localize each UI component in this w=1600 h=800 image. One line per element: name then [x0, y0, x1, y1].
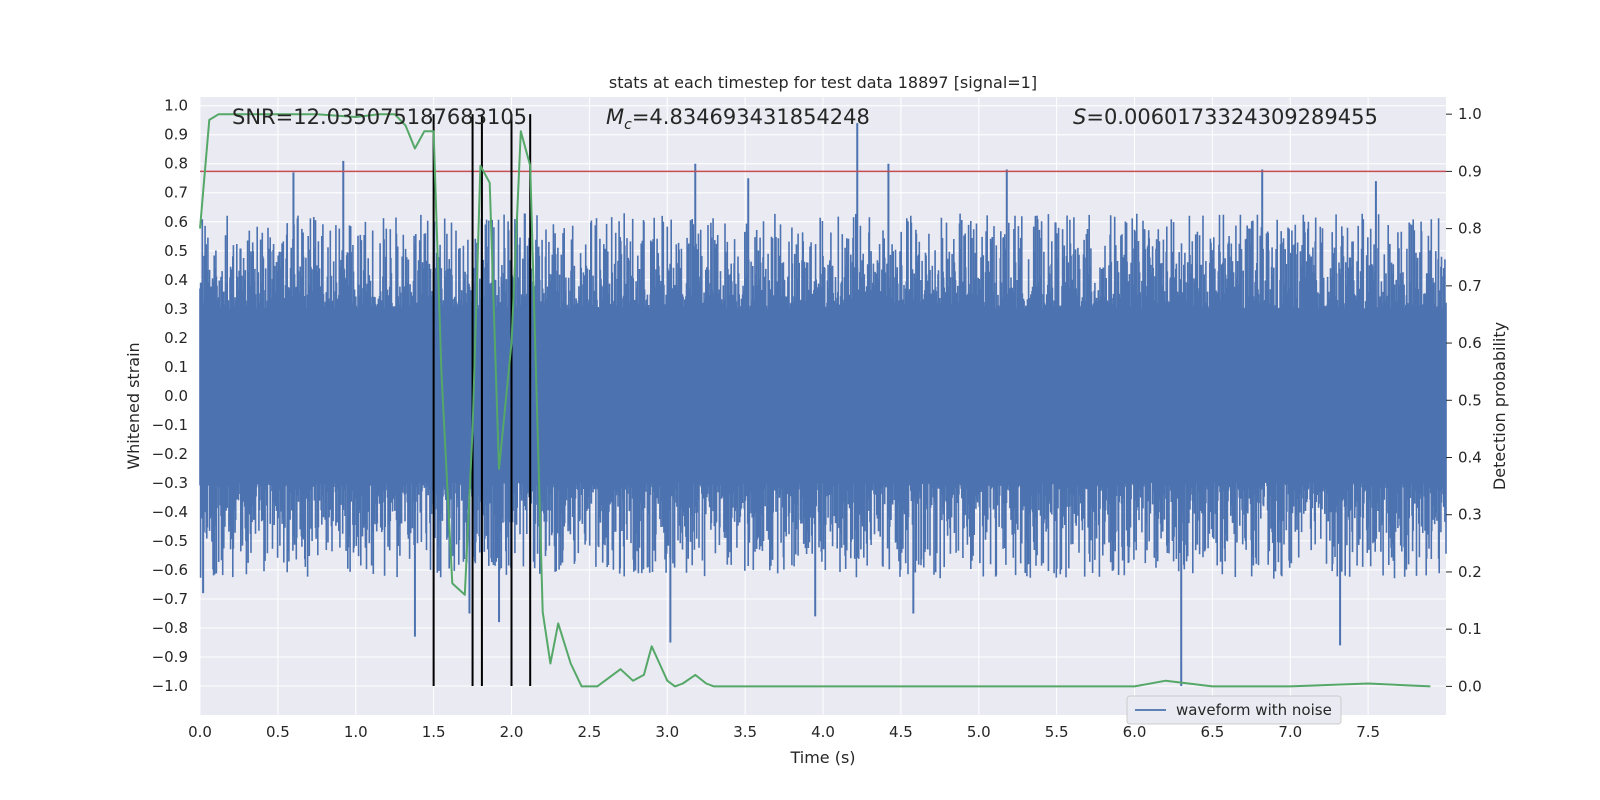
chirp-mass-symbol: M: [606, 105, 624, 129]
y-right-axis-label: Detection probability: [1490, 322, 1509, 490]
chart-title: stats at each timestep for test data 188…: [609, 73, 1037, 92]
y-left-tick-label: 0.5: [164, 242, 188, 260]
snr-annotation: SNR=12.035075187683105: [232, 105, 527, 129]
x-tick-label: 1.5: [422, 723, 446, 741]
y-left-tick-label: −0.2: [152, 445, 188, 463]
y-right-tick-label: 0.5: [1458, 391, 1482, 409]
x-tick-label: 4.0: [811, 723, 835, 741]
y-right-tick-label: 0.4: [1458, 449, 1482, 467]
x-tick-label: 5.0: [967, 723, 991, 741]
x-tick-label: 7.5: [1356, 723, 1380, 741]
legend-box: [1126, 695, 1342, 725]
legend-label-waveform: waveform with noise: [1176, 701, 1332, 719]
score-value: =0.0060173324309289455: [1086, 105, 1378, 129]
score-annotation: S=0.0060173324309289455: [1073, 105, 1378, 129]
chirp-mass-value: =4.834693431854248: [632, 105, 870, 129]
y-left-tick-label: 0.4: [164, 271, 188, 289]
y-right-tick-label: 0.2: [1458, 563, 1482, 581]
y-left-tick-label: −0.4: [152, 503, 188, 521]
y-left-axis-label: Whitened strain: [124, 342, 143, 469]
x-tick-label: 6.5: [1200, 723, 1224, 741]
y-left-tick-label: 0.0: [164, 387, 188, 405]
x-axis-label: Time (s): [789, 748, 855, 767]
score-symbol: S: [1073, 105, 1086, 129]
y-left-tick-label: −0.5: [152, 532, 188, 550]
y-left-tick-label: 0.6: [164, 213, 188, 231]
x-tick-label: 6.0: [1123, 723, 1147, 741]
y-right-tick-label: 0.7: [1458, 277, 1482, 295]
y-right-tick-label: 0.1: [1458, 620, 1482, 638]
y-right-tick-label: 0.9: [1458, 162, 1482, 180]
y-left-tick-label: −0.6: [152, 561, 188, 579]
waveform-series: [199, 123, 1447, 686]
x-tick-label: 3.5: [733, 723, 757, 741]
chirp-mass-subscript: c: [624, 117, 632, 133]
y-left-tick-label: −0.8: [152, 619, 188, 637]
y-left-tick-label: 0.2: [164, 329, 188, 347]
y-right-tick-label: 0.0: [1458, 677, 1482, 695]
x-tick-label: 2.0: [500, 723, 524, 741]
x-axis-ticks: 0.0 0.5 1.0 1.5 2.0 2.5 3.0 3.5 4.0 4.5 5.0 5.5 6.0 6…: [188, 723, 1380, 741]
y-right-tick-label: 0.6: [1458, 334, 1482, 352]
x-tick-label: 4.5: [889, 723, 913, 741]
y-left-tick-label: 0.8: [164, 155, 188, 173]
detection-probability-line: [199, 113, 1431, 688]
y-left-tick-label: 0.9: [164, 126, 188, 144]
y-right-tick-label: 1.0: [1458, 105, 1482, 123]
marker-lines: [432, 114, 532, 686]
x-tick-label: 0.0: [188, 723, 212, 741]
x-tick-label: 2.5: [577, 723, 601, 741]
x-tick-label: 7.0: [1278, 723, 1302, 741]
x-tick-label: 1.0: [344, 723, 368, 741]
y-left-axis-ticks: 1.0 0.9 0.8 0.7 0.6 0.5 0.4 0.3 0.2 0.1 0.0 −0.1 −0.…: [152, 97, 188, 695]
y-right-tick-label: 0.3: [1458, 506, 1482, 524]
y-left-tick-label: 0.7: [164, 184, 188, 202]
waveform-core: [200, 308, 1444, 483]
x-tick-label: 5.5: [1045, 723, 1069, 741]
x-tick-label: 0.5: [266, 723, 290, 741]
x-tick-label: 3.0: [655, 723, 679, 741]
y-right-tick-label: 0.8: [1458, 220, 1482, 238]
y-left-tick-label: −0.3: [152, 474, 188, 492]
y-left-tick-label: −0.7: [152, 590, 188, 608]
y-left-tick-label: −1.0: [152, 677, 188, 695]
y-left-tick-label: 1.0: [164, 97, 188, 115]
y-left-tick-label: −0.9: [152, 648, 188, 666]
y-right-axis-ticks: 1.0 0.9 0.8 0.7 0.6 0.5 0.4 0.3 0.2 0.1 0.0: [1446, 105, 1482, 695]
y-left-tick-label: 0.1: [164, 358, 188, 376]
chirp-mass-annotation: Mc=4.834693431854248: [606, 105, 870, 133]
y-left-tick-label: 0.3: [164, 300, 188, 318]
probability-series: [199, 113, 1431, 688]
legend: waveform with noise: [1126, 695, 1342, 725]
y-left-tick-label: −0.1: [152, 416, 188, 434]
